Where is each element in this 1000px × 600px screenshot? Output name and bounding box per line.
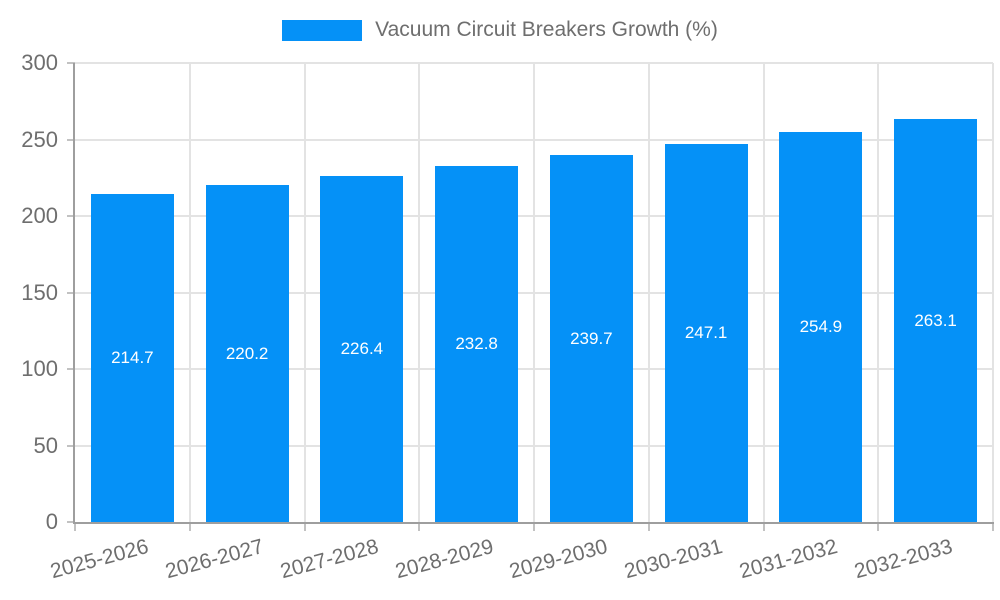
bar[interactable]: 239.7 (549, 155, 633, 522)
x-tick-label: 2030-2031 (622, 535, 726, 584)
y-axis-tick (67, 62, 75, 64)
x-gridline (533, 63, 535, 522)
bar-value-label: 239.7 (570, 328, 613, 348)
y-axis-tick (67, 368, 75, 370)
y-tick-label: 250 (21, 126, 58, 152)
x-axis-tick (877, 522, 880, 531)
bar[interactable]: 226.4 (320, 175, 404, 522)
y-tick-label: 150 (21, 279, 58, 305)
x-gridline (647, 63, 650, 522)
x-tick-label: 2029-2030 (507, 535, 611, 584)
bar-value-label: 254.9 (799, 316, 843, 336)
legend-label[interactable]: Vacuum Circuit Breakers Growth (%) (375, 18, 718, 41)
bar-value-label: 214.7 (111, 347, 154, 367)
x-tick-label: 2026-2027 (163, 535, 267, 584)
bar-value-label: 226.4 (340, 338, 384, 358)
y-tick-label: 100 (21, 356, 58, 381)
x-tick-label: 2028-2029 (392, 535, 496, 584)
x-tick-label: 2025-2026 (48, 535, 152, 584)
y-axis-tick (67, 215, 75, 217)
x-tick-label: 2027-2028 (277, 535, 381, 584)
x-axis-tick (74, 522, 76, 531)
x-gridline (762, 63, 765, 522)
y-axis-tick (67, 291, 75, 294)
y-axis-tick (67, 444, 75, 447)
y-axis-tick (67, 138, 75, 141)
bar[interactable]: 214.7 (90, 193, 174, 522)
y-tick-label: 200 (21, 203, 58, 228)
x-gridline (418, 63, 421, 522)
bar-value-label: 232.8 (455, 333, 498, 353)
x-tick-label: 2031-2032 (736, 535, 840, 584)
bar-value-label: 263.1 (914, 310, 957, 330)
y-axis-line (73, 63, 75, 524)
y-tick-label: 50 (33, 432, 58, 458)
legend: Vacuum Circuit Breakers Growth (%) (0, 18, 1000, 42)
legend-swatch[interactable] (282, 19, 363, 41)
y-tick-label: 300 (21, 50, 58, 75)
x-tick-label: 2032-2033 (851, 535, 955, 584)
bar-value-label: 220.2 (225, 343, 269, 363)
x-axis-line (73, 522, 994, 524)
y-tick-label: 0 (45, 509, 58, 534)
bar[interactable]: 220.2 (205, 185, 289, 522)
x-axis-tick (762, 522, 765, 531)
x-axis-tick (992, 522, 994, 531)
x-gridline (877, 63, 880, 522)
bar-value-label: 247.1 (684, 322, 728, 342)
bar[interactable]: 263.1 (894, 119, 978, 522)
x-axis-tick (303, 522, 306, 531)
x-axis-tick (418, 522, 421, 531)
x-axis-tick (647, 522, 650, 531)
bar[interactable]: 254.9 (779, 132, 863, 522)
x-gridline (188, 63, 191, 522)
x-gridline (303, 63, 306, 522)
y-axis-tick (67, 521, 75, 523)
x-axis-tick (188, 522, 191, 531)
x-gridline (992, 63, 994, 522)
bar[interactable]: 232.8 (435, 165, 519, 522)
bar[interactable]: 247.1 (664, 143, 748, 522)
x-axis-tick (533, 522, 535, 531)
